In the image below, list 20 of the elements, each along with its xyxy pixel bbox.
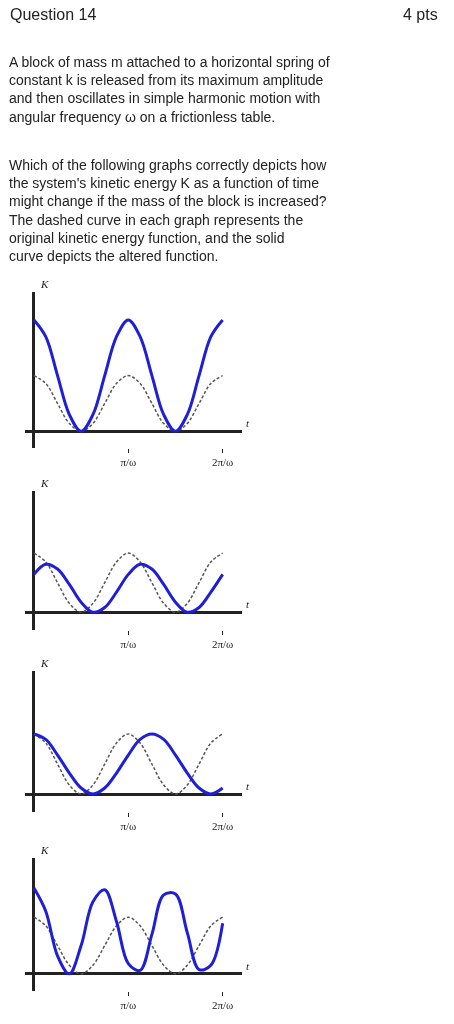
x-axis-title: t <box>246 598 250 610</box>
x-tick-label: π/ω <box>120 456 137 469</box>
x-axis-title: t <box>246 417 250 429</box>
x-tick-label: 2π/ω <box>211 999 234 1012</box>
text: A block of mass m attached to a horizontal spring of constant k is released from its maximum amplitude and then oscillates in simple harmonic motion with angular frequency ω on a frictionless table. <box>9 54 330 125</box>
y-axis-title: K <box>40 477 49 489</box>
x-tick-label: π/ω <box>120 999 137 1012</box>
x-tick-label: π/ω <box>120 820 137 833</box>
y-axis-title: K <box>40 657 49 669</box>
x-tick-label: 2π/ω <box>211 820 234 833</box>
x-axis-title: t <box>246 960 250 972</box>
x-axis-title: t <box>246 780 250 792</box>
text: 4 pts <box>403 6 438 23</box>
x-tick-label: π/ω <box>120 638 137 651</box>
x-tick-label: 2π/ω <box>211 638 234 651</box>
x-tick-label: 2π/ω <box>211 456 234 469</box>
y-axis-title: K <box>40 278 49 290</box>
text: Which of the following graphs correctly depicts how the system's kinetic energy K as a function of time might change if the mass of the block is increased? The dashed curve in each graph represents the original kinetic energy function, and the solid curve depicts the altered function. <box>9 157 328 264</box>
y-axis-title: K <box>40 844 49 856</box>
text: Question 14 <box>10 6 97 23</box>
